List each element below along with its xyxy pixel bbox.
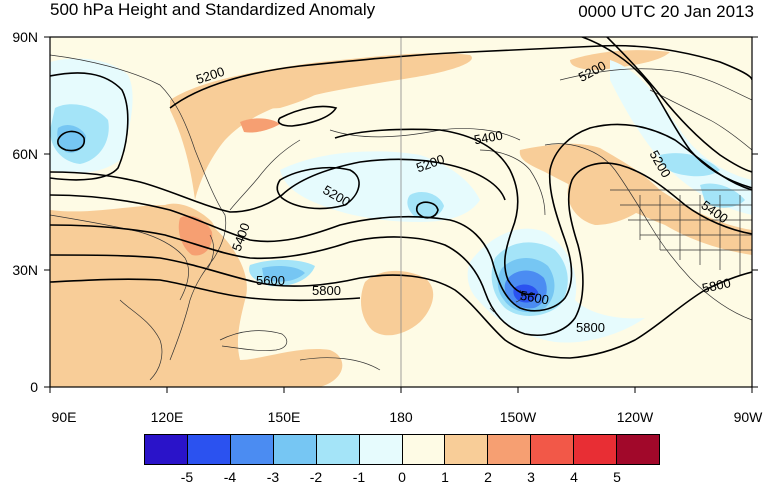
colorbar-label: 1: [441, 469, 449, 485]
map-datetime: 0000 UTC 20 Jan 2013: [578, 2, 754, 21]
colorbar-box: [488, 435, 532, 464]
colorbar-box: [359, 435, 403, 464]
positive-anomaly-region: [360, 270, 434, 336]
colorbar: [144, 434, 660, 465]
colorbar-box: [574, 435, 618, 464]
colorbar-box: [230, 435, 274, 464]
contour-label: 5400: [473, 128, 504, 148]
colorbar-label: -3: [266, 469, 280, 485]
contour-label: 5600: [256, 273, 285, 288]
height-contours: [50, 37, 752, 359]
colorbar-label: -2: [309, 469, 323, 485]
lat-label: 60N: [12, 146, 38, 162]
colorbar-label: 4: [570, 469, 578, 485]
positive-anomaly-region: [50, 205, 343, 387]
strong-positive-anomaly: [240, 118, 280, 133]
positive-anomaly-region: [170, 53, 472, 200]
colorbar-label: -4: [223, 469, 237, 485]
lon-label: 150W: [499, 409, 537, 425]
contour-label: 5800: [701, 275, 732, 296]
lon-label: 120W: [616, 409, 654, 425]
lat-label: 90N: [12, 29, 38, 45]
colorbar-label: 5: [613, 469, 621, 485]
colorbar-label: 2: [484, 469, 492, 485]
map-title: 500 hPa Height and Standardized Anomaly: [50, 0, 376, 19]
lon-label: 150E: [267, 409, 301, 425]
colorbar-box: [145, 435, 188, 464]
colorbar-label: 3: [527, 469, 535, 485]
lon-label: 90E: [51, 409, 77, 425]
negative-anomaly-region: [700, 183, 745, 208]
strong-positive-anomaly: [178, 215, 213, 256]
negative-anomaly-region: [57, 124, 86, 153]
colorbar-box: [316, 435, 360, 464]
positive-anomaly-region: [245, 84, 330, 109]
axis-ticks: [44, 36, 758, 393]
lon-label: 90W: [733, 409, 763, 425]
colorbar-box: [445, 435, 489, 464]
negative-anomaly-region: [262, 265, 305, 282]
contour-label: 5800: [576, 320, 605, 335]
colorbar-box: [402, 435, 446, 464]
lon-label: 180: [389, 409, 413, 425]
contour-label: 5600: [519, 288, 550, 308]
colorbar-box: [273, 435, 317, 464]
lat-label: 0: [30, 379, 38, 395]
colorbar-box: [617, 435, 660, 464]
lat-label: 30N: [12, 262, 38, 278]
negative-anomaly-region: [659, 153, 720, 177]
contour-label: 5800: [312, 283, 341, 298]
colorbar-box: [187, 435, 231, 464]
colorbar-box: [531, 435, 575, 464]
colorbar-label: 0: [398, 469, 406, 485]
anomaly-map: 5200 5200 5200 5200 5400 5400 5400 5600 …: [44, 36, 758, 393]
lon-label: 120E: [150, 409, 184, 425]
positive-anomaly-region: [570, 50, 670, 70]
coastlines: [50, 54, 752, 381]
colorbar-label: -5: [180, 469, 194, 485]
colorbar-label: -1: [352, 469, 366, 485]
